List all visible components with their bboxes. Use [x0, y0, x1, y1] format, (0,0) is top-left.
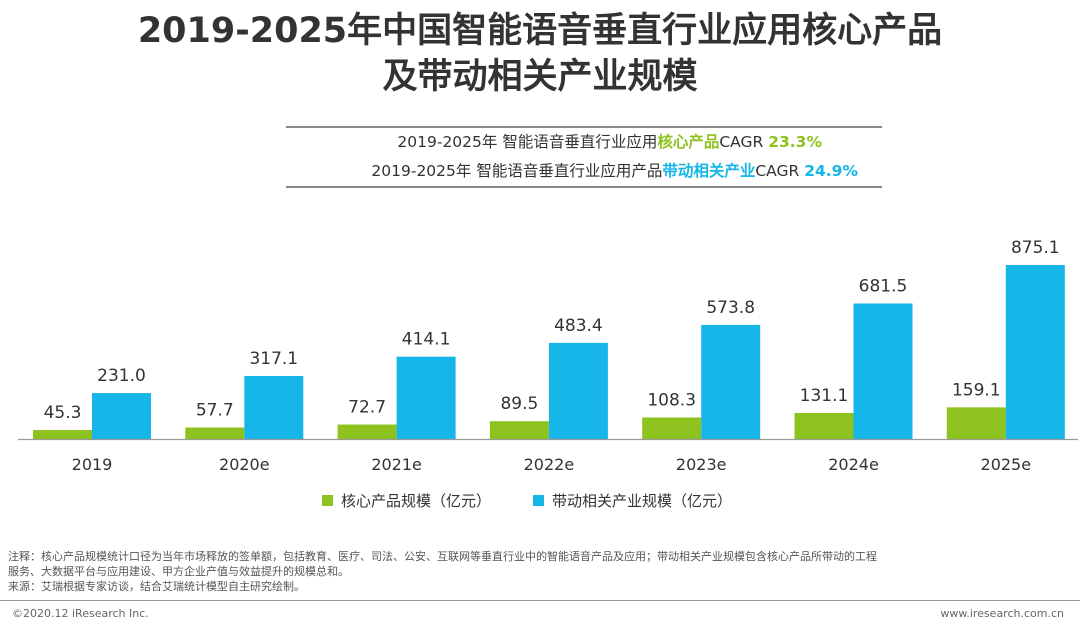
- label-related-2020e: 317.1: [249, 349, 298, 369]
- bar-related-2024e: [853, 303, 913, 439]
- bar-core-2025e: [946, 407, 1006, 439]
- label-related-2022e: 483.4: [554, 316, 603, 336]
- title-line-1: 2019-2025年中国智能语音垂直行业应用核心产品: [137, 11, 943, 51]
- footnote-source: 来源：艾瑞根据专家访谈，结合艾瑞统计模型自主研究绘制。: [8, 580, 305, 593]
- cagr-related-mid: CAGR: [755, 162, 805, 180]
- x-tick-2021e: 2021e: [371, 455, 422, 474]
- cagr-row-related: 2019-2025年 智能语音垂直行业应用产品带动相关产业CAGR 24.9%: [286, 157, 882, 186]
- x-tick-2024e: 2024e: [828, 455, 879, 474]
- bar-related-2022e: [548, 342, 608, 439]
- bar-related-2019: [92, 393, 151, 439]
- label-core-2025e: 159.1: [952, 380, 1001, 400]
- x-tick-2020e: 2020e: [219, 455, 270, 474]
- cagr-related-highlight: 带动相关产业: [662, 162, 756, 180]
- label-core-2021e: 72.7: [348, 398, 386, 418]
- cagr-core-highlight: 核心产品: [657, 133, 720, 151]
- bar-core-2020e: [185, 427, 245, 439]
- footnote-line-1: 注释：核心产品规模统计口径为当年市场释放的签单额，包括教育、医疗、司法、公安、互…: [8, 550, 877, 563]
- label-related-2024e: 681.5: [859, 276, 908, 296]
- bar-related-2025e: [1005, 265, 1065, 439]
- legend: 核心产品规模（亿元） 带动相关产业规模（亿元）: [322, 490, 774, 511]
- label-core-2022e: 89.5: [500, 394, 538, 414]
- legend-item-related: 带动相关产业规模（亿元）: [533, 490, 732, 511]
- legend-label-related: 带动相关产业规模（亿元）: [552, 492, 733, 510]
- bar-related-2020e: [244, 375, 304, 439]
- label-related-2019: 231.0: [97, 366, 146, 386]
- cagr-core-pct: 23.3%: [768, 133, 822, 151]
- label-related-2025e: 875.1: [1011, 238, 1060, 258]
- legend-item-core: 核心产品规模（亿元）: [322, 490, 491, 511]
- legend-label-core: 核心产品规模（亿元）: [341, 492, 492, 510]
- bar-related-2021e: [396, 356, 456, 439]
- bar-core-2023e: [642, 417, 702, 439]
- copyright: ©2020.12 iResearch Inc.: [12, 607, 149, 620]
- label-core-2020e: 57.7: [196, 401, 234, 421]
- cagr-core-prefix: 2019-2025年 智能语音垂直行业应用: [397, 133, 658, 151]
- x-tick-2025e: 2025e: [981, 455, 1032, 474]
- label-related-2021e: 414.1: [402, 330, 451, 350]
- bar-core-2022e: [489, 421, 549, 439]
- x-tick-2019: 2019: [72, 455, 113, 474]
- cagr-related-pct: 24.9%: [804, 162, 858, 180]
- cagr-related-prefix: 2019-2025年 智能语音垂直行业应用产品: [371, 162, 663, 180]
- footer-rule: [0, 600, 1080, 601]
- cagr-top-rule: [286, 126, 882, 128]
- bar-related-2023e: [701, 324, 761, 439]
- x-tick-2022e: 2022e: [524, 455, 575, 474]
- footnote-line-2: 服务、大数据平台与应用建设、甲方企业产值与效益提升的规模总和。: [8, 565, 349, 578]
- bar-core-2019: [33, 429, 92, 439]
- bar-core-2021e: [337, 424, 397, 439]
- label-core-2023e: 108.3: [647, 390, 696, 410]
- chart-title: 2019-2025年中国智能语音垂直行业应用核心产品 及带动相关产业规模: [0, 8, 1080, 100]
- legend-swatch-core: [322, 495, 333, 506]
- site-url: www.iresearch.com.cn: [940, 607, 1064, 620]
- cagr-bottom-rule: [286, 186, 882, 188]
- label-core-2019: 45.3: [44, 403, 82, 423]
- cagr-core-mid: CAGR: [719, 133, 769, 151]
- bar-core-2024e: [794, 412, 854, 439]
- label-related-2023e: 573.8: [706, 298, 755, 318]
- title-line-2: 及带动相关产业规模: [382, 57, 698, 97]
- footnote: 注释：核心产品规模统计口径为当年市场释放的签单额，包括教育、医疗、司法、公安、互…: [8, 549, 1078, 594]
- x-tick-2023e: 2023e: [676, 455, 727, 474]
- cagr-box: 2019-2025年 智能语音垂直行业应用核心产品CAGR 23.3% 2019…: [286, 126, 882, 188]
- legend-swatch-related: [533, 495, 545, 506]
- cagr-row-core: 2019-2025年 智能语音垂直行业应用核心产品CAGR 23.3%: [286, 128, 882, 157]
- label-core-2024e: 131.1: [800, 386, 849, 406]
